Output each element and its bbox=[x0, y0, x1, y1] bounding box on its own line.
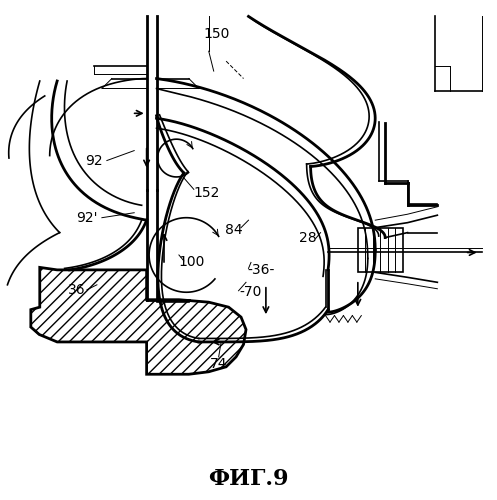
Text: -70: -70 bbox=[240, 285, 262, 299]
Text: 36: 36 bbox=[68, 283, 86, 297]
Text: 92: 92 bbox=[85, 154, 103, 168]
Polygon shape bbox=[31, 268, 246, 374]
Text: ФИГ.9: ФИГ.9 bbox=[208, 468, 289, 489]
Text: 100: 100 bbox=[178, 256, 205, 270]
Text: 152: 152 bbox=[193, 186, 220, 200]
Text: 28: 28 bbox=[299, 230, 317, 244]
Bar bbox=[358, 228, 403, 272]
Text: 74: 74 bbox=[210, 358, 228, 372]
Text: -36-: -36- bbox=[247, 263, 275, 277]
Text: 92': 92' bbox=[76, 210, 98, 224]
Text: 150: 150 bbox=[203, 27, 230, 41]
Text: 84: 84 bbox=[225, 223, 243, 237]
